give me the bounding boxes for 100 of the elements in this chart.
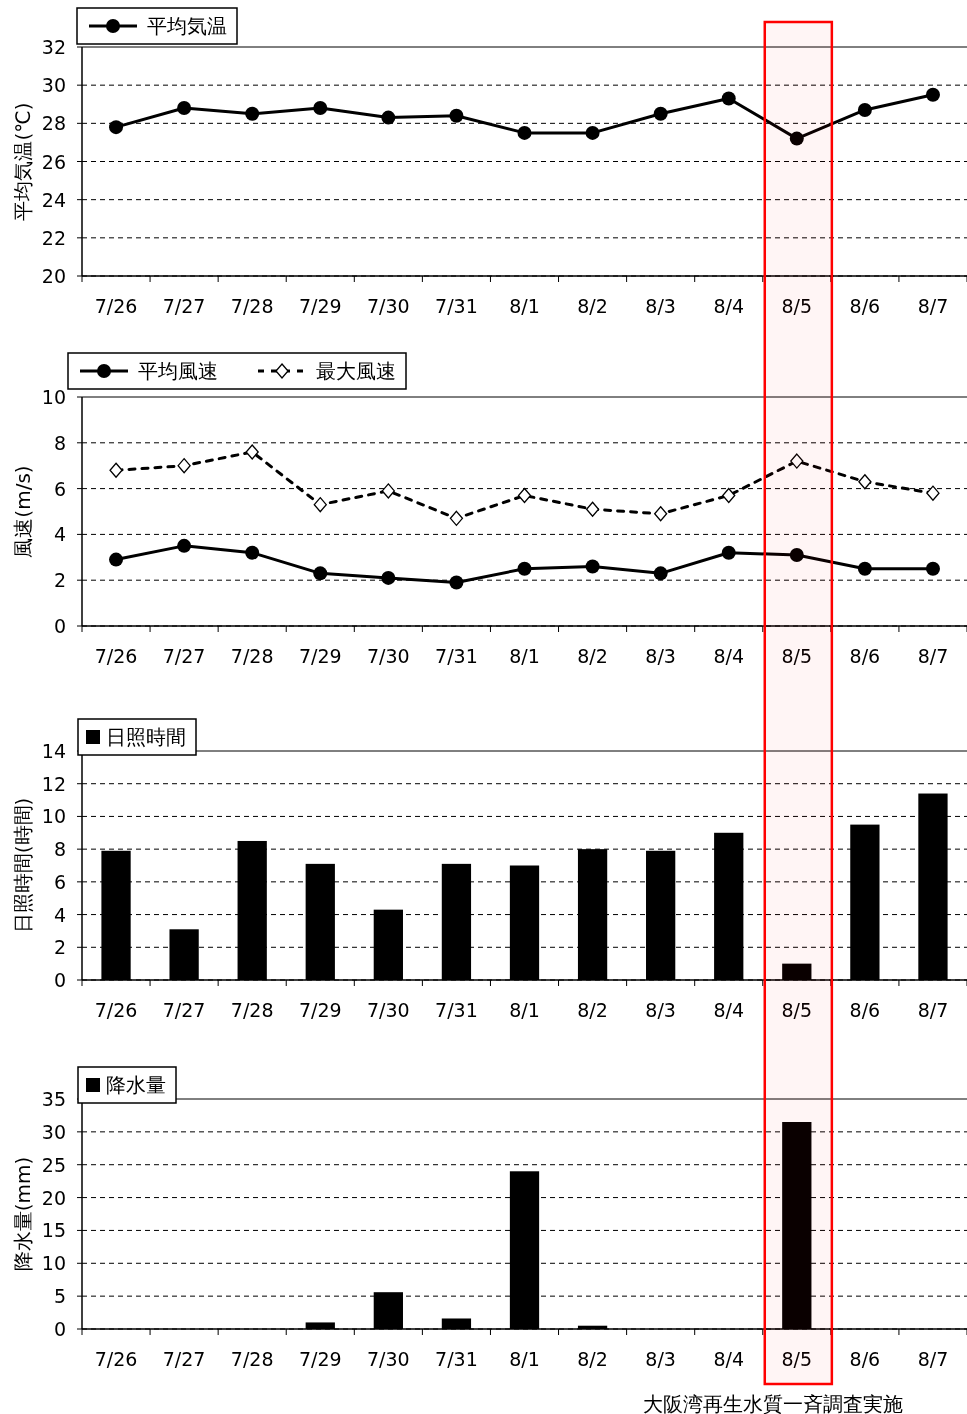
- y-tick-label: 5: [53, 1285, 66, 1308]
- x-tick-label: 7/28: [230, 645, 274, 667]
- point: [925, 87, 940, 102]
- point: [857, 102, 872, 117]
- y-tick-label: 15: [41, 1219, 66, 1242]
- x-tick-label: 8/5: [781, 645, 813, 667]
- y-tick-label: 0: [53, 969, 66, 991]
- x-tick-label: 7/31: [435, 295, 478, 317]
- y-tick-label: 14: [41, 740, 66, 762]
- x-tick-label: 7/31: [435, 1348, 478, 1370]
- x-tick-label: 7/27: [162, 1348, 206, 1370]
- x-tick-label: 8/4: [713, 645, 745, 667]
- legend-label: 日照時間: [106, 725, 186, 749]
- x-tick-label: 8/7: [917, 295, 949, 317]
- x-tick-label: 8/1: [509, 999, 540, 1021]
- point: [789, 131, 804, 146]
- x-tick-label: 8/3: [645, 645, 676, 667]
- point: [926, 485, 940, 501]
- y-tick-label: 2: [53, 936, 66, 959]
- y-axis-title: 平均気温(℃): [11, 102, 35, 221]
- point: [381, 483, 395, 499]
- x-tick-label: 7/26: [94, 999, 138, 1021]
- point: [585, 501, 600, 517]
- x-tick-label: 8/7: [917, 999, 949, 1021]
- x-tick-label: 8/6: [849, 645, 881, 667]
- legend-label: 平均気温: [147, 14, 227, 38]
- point: [857, 561, 872, 576]
- x-tick-label: 8/2: [577, 295, 608, 317]
- x-tick-label: 7/27: [162, 645, 206, 667]
- band-label: 大阪湾再生水質一斉調査実施: [643, 1392, 904, 1414]
- x-tick-label: 8/6: [849, 999, 881, 1021]
- y-tick-label: 0: [53, 615, 66, 637]
- point: [517, 125, 532, 140]
- x-tick-label: 7/26: [94, 1348, 138, 1370]
- x-tick-label: 7/29: [298, 1348, 342, 1370]
- y-tick-label: 8: [53, 431, 66, 454]
- x-tick-label: 8/5: [781, 1348, 813, 1370]
- point: [790, 453, 804, 469]
- x-tick-label: 7/26: [94, 295, 138, 317]
- point: [245, 444, 259, 460]
- point: [653, 106, 668, 121]
- y-axis-title: 日照時間(時間): [11, 797, 35, 934]
- point: [177, 458, 191, 474]
- point: [925, 561, 940, 576]
- x-tick-label: 7/30: [367, 645, 410, 667]
- y-tick-label: 10: [41, 386, 66, 408]
- point: [517, 561, 532, 576]
- x-tick-label: 8/4: [713, 999, 745, 1021]
- point: [858, 474, 872, 490]
- y-tick-label: 4: [53, 903, 66, 926]
- x-tick-label: 7/29: [298, 999, 342, 1021]
- x-tick-label: 8/5: [781, 999, 813, 1021]
- y-tick-label: 2: [53, 569, 66, 592]
- point: [177, 538, 192, 553]
- x-tick-label: 7/28: [230, 1348, 274, 1370]
- y-tick-label: 6: [53, 870, 66, 893]
- legend-label: 最大風速: [316, 359, 396, 383]
- x-tick-label: 7/27: [162, 999, 206, 1021]
- x-tick-label: 7/30: [367, 295, 410, 317]
- point: [722, 487, 736, 504]
- point: [721, 545, 736, 560]
- x-tick-label: 7/27: [162, 295, 206, 317]
- x-tick-label: 7/26: [94, 645, 138, 667]
- point: [313, 101, 328, 116]
- point: [313, 566, 328, 581]
- y-tick-label: 10: [41, 1252, 66, 1275]
- y-tick-label: 30: [41, 1120, 66, 1143]
- point: [585, 125, 600, 140]
- x-tick-label: 7/29: [298, 645, 342, 667]
- point: [245, 106, 260, 121]
- x-tick-label: 8/7: [917, 1348, 949, 1370]
- y-tick-label: 24: [41, 188, 66, 211]
- x-tick-label: 8/3: [645, 1348, 676, 1370]
- x-tick-label: 8/3: [645, 999, 676, 1021]
- point: [109, 552, 124, 567]
- x-tick-label: 8/6: [849, 1348, 881, 1370]
- x-tick-label: 8/6: [849, 295, 881, 317]
- point: [109, 462, 123, 478]
- y-tick-label: 25: [41, 1153, 66, 1176]
- x-tick-label: 8/4: [713, 1348, 745, 1370]
- x-tick-label: 7/28: [230, 999, 274, 1021]
- y-tick-label: 22: [41, 226, 66, 249]
- y-axis-title: 風速(m/s): [11, 465, 35, 558]
- legend-label: 平均風速: [138, 359, 218, 383]
- point: [449, 510, 464, 527]
- point: [109, 120, 124, 135]
- y-tick-label: 8: [53, 838, 66, 861]
- point: [517, 487, 532, 504]
- legend-label: 降水量: [106, 1073, 166, 1097]
- y-tick-label: 32: [41, 36, 66, 58]
- x-tick-label: 8/4: [713, 295, 745, 317]
- x-tick-label: 7/29: [298, 295, 342, 317]
- x-tick-label: 8/7: [917, 645, 949, 667]
- y-tick-label: 35: [41, 1088, 66, 1110]
- point: [449, 575, 464, 590]
- x-tick-label: 8/2: [577, 645, 608, 667]
- point: [177, 101, 192, 116]
- point: [245, 545, 260, 560]
- x-tick-label: 7/31: [435, 999, 478, 1021]
- point: [449, 108, 464, 123]
